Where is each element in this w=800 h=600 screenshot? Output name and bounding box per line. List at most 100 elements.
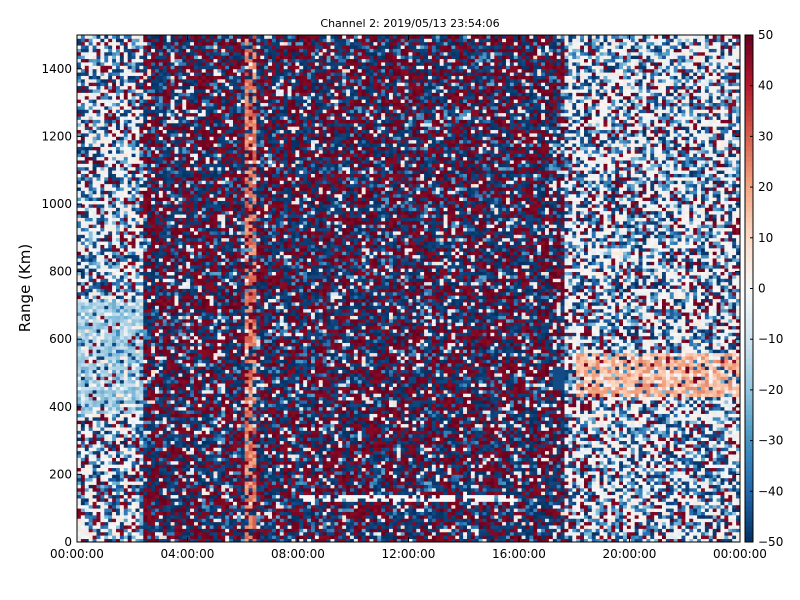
heatmap-cell	[201, 146, 207, 151]
heatmap-cell	[162, 325, 168, 330]
heatmap-cell	[190, 525, 195, 529]
heatmap-cell	[80, 477, 86, 482]
heatmap-cell	[166, 237, 171, 242]
heatmap-cell	[158, 241, 164, 245]
heatmap-cell	[116, 234, 121, 239]
heatmap-cell	[190, 190, 195, 195]
heatmap-cell	[197, 359, 203, 364]
heatmap-cell	[139, 511, 144, 516]
heatmap-cell	[190, 274, 195, 279]
heatmap-cell	[186, 511, 191, 516]
heatmap-cell	[143, 92, 148, 97]
heatmap-cell	[197, 430, 203, 435]
heatmap-cell	[123, 200, 129, 205]
heatmap-cell	[96, 72, 101, 76]
heatmap-cell	[127, 318, 132, 323]
heatmap-cell	[131, 241, 136, 245]
heatmap-cell	[112, 143, 117, 147]
heatmap-cell	[96, 345, 101, 350]
heatmap-cell	[123, 85, 129, 90]
heatmap-cell	[151, 362, 156, 367]
heatmap-cell	[143, 285, 148, 289]
heatmap-cell	[143, 386, 148, 391]
heatmap-cell	[135, 464, 140, 469]
heatmap-cell	[119, 278, 125, 283]
heatmap-cell	[162, 200, 168, 205]
heatmap-cell	[190, 359, 195, 364]
heatmap-cell	[88, 58, 93, 63]
heatmap-cell	[158, 376, 164, 381]
heatmap-cell	[100, 322, 105, 327]
heatmap-cell	[143, 332, 148, 337]
heatmap-cell	[186, 403, 191, 408]
heatmap-cell	[116, 68, 121, 73]
heatmap-cell	[186, 528, 191, 533]
heatmap-cell	[147, 258, 152, 262]
heatmap-cell	[178, 356, 183, 360]
heatmap-cell	[112, 102, 117, 107]
heatmap-cell	[77, 464, 82, 469]
heatmap-cell	[108, 220, 113, 225]
heatmap-cell	[190, 156, 195, 161]
heatmap-cell	[100, 231, 105, 235]
heatmap-cell	[174, 332, 179, 337]
heatmap-cell	[108, 139, 113, 144]
heatmap-cell	[131, 430, 136, 435]
heatmap-cell	[104, 305, 109, 310]
heatmap-cell	[147, 220, 152, 225]
heatmap-cell	[119, 511, 125, 516]
heatmap-cell	[123, 95, 129, 100]
heatmap-cell	[80, 126, 86, 131]
heatmap-cell	[92, 430, 97, 435]
heatmap-cell	[155, 410, 160, 414]
heatmap-cell	[194, 176, 199, 181]
heatmap-cell	[108, 99, 113, 103]
heatmap-cell	[201, 92, 207, 97]
heatmap-cell	[112, 281, 117, 286]
heatmap-cell	[194, 504, 199, 509]
heatmap-cell	[170, 51, 175, 56]
heatmap-cell	[151, 126, 156, 131]
heatmap-cell	[201, 214, 207, 218]
heatmap-cell	[155, 187, 160, 191]
heatmap-cell	[197, 153, 203, 158]
heatmap-cell	[123, 373, 129, 377]
heatmap-cell	[166, 491, 171, 496]
heatmap-cell	[131, 454, 136, 458]
heatmap-cell	[116, 538, 121, 543]
heatmap-cell	[143, 109, 148, 114]
heatmap-cell	[194, 288, 199, 293]
heatmap-cell	[158, 535, 164, 540]
heatmap-cell	[112, 217, 117, 222]
heatmap-cell	[143, 65, 148, 70]
heatmap-cell	[158, 291, 164, 296]
heatmap-cell	[100, 92, 105, 97]
heatmap-cell	[119, 508, 125, 512]
heatmap-cell	[116, 62, 121, 66]
heatmap-cell	[88, 214, 93, 218]
heatmap-cell	[92, 139, 97, 144]
heatmap-cell	[80, 285, 86, 289]
heatmap-cell	[190, 237, 195, 242]
heatmap-cell	[96, 143, 101, 147]
heatmap-cell	[84, 298, 90, 303]
heatmap-cell	[80, 116, 86, 120]
heatmap-cell	[178, 430, 183, 435]
heatmap-cell	[155, 379, 160, 384]
heatmap-cell	[84, 491, 90, 496]
heatmap-cell	[166, 166, 171, 171]
heatmap-cell	[77, 95, 82, 100]
heatmap-cell	[88, 75, 93, 80]
heatmap-cell	[88, 501, 93, 506]
heatmap-cell	[112, 48, 117, 53]
heatmap-cell	[155, 99, 160, 103]
heatmap-cell	[119, 406, 125, 411]
heatmap-cell	[155, 261, 160, 266]
heatmap-cell	[151, 281, 156, 286]
heatmap-cell	[77, 457, 82, 462]
heatmap-cell	[197, 366, 203, 371]
heatmap-cell	[194, 251, 199, 256]
heatmap-cell	[170, 163, 175, 168]
heatmap-cell	[139, 471, 144, 475]
heatmap-cell	[135, 528, 140, 533]
